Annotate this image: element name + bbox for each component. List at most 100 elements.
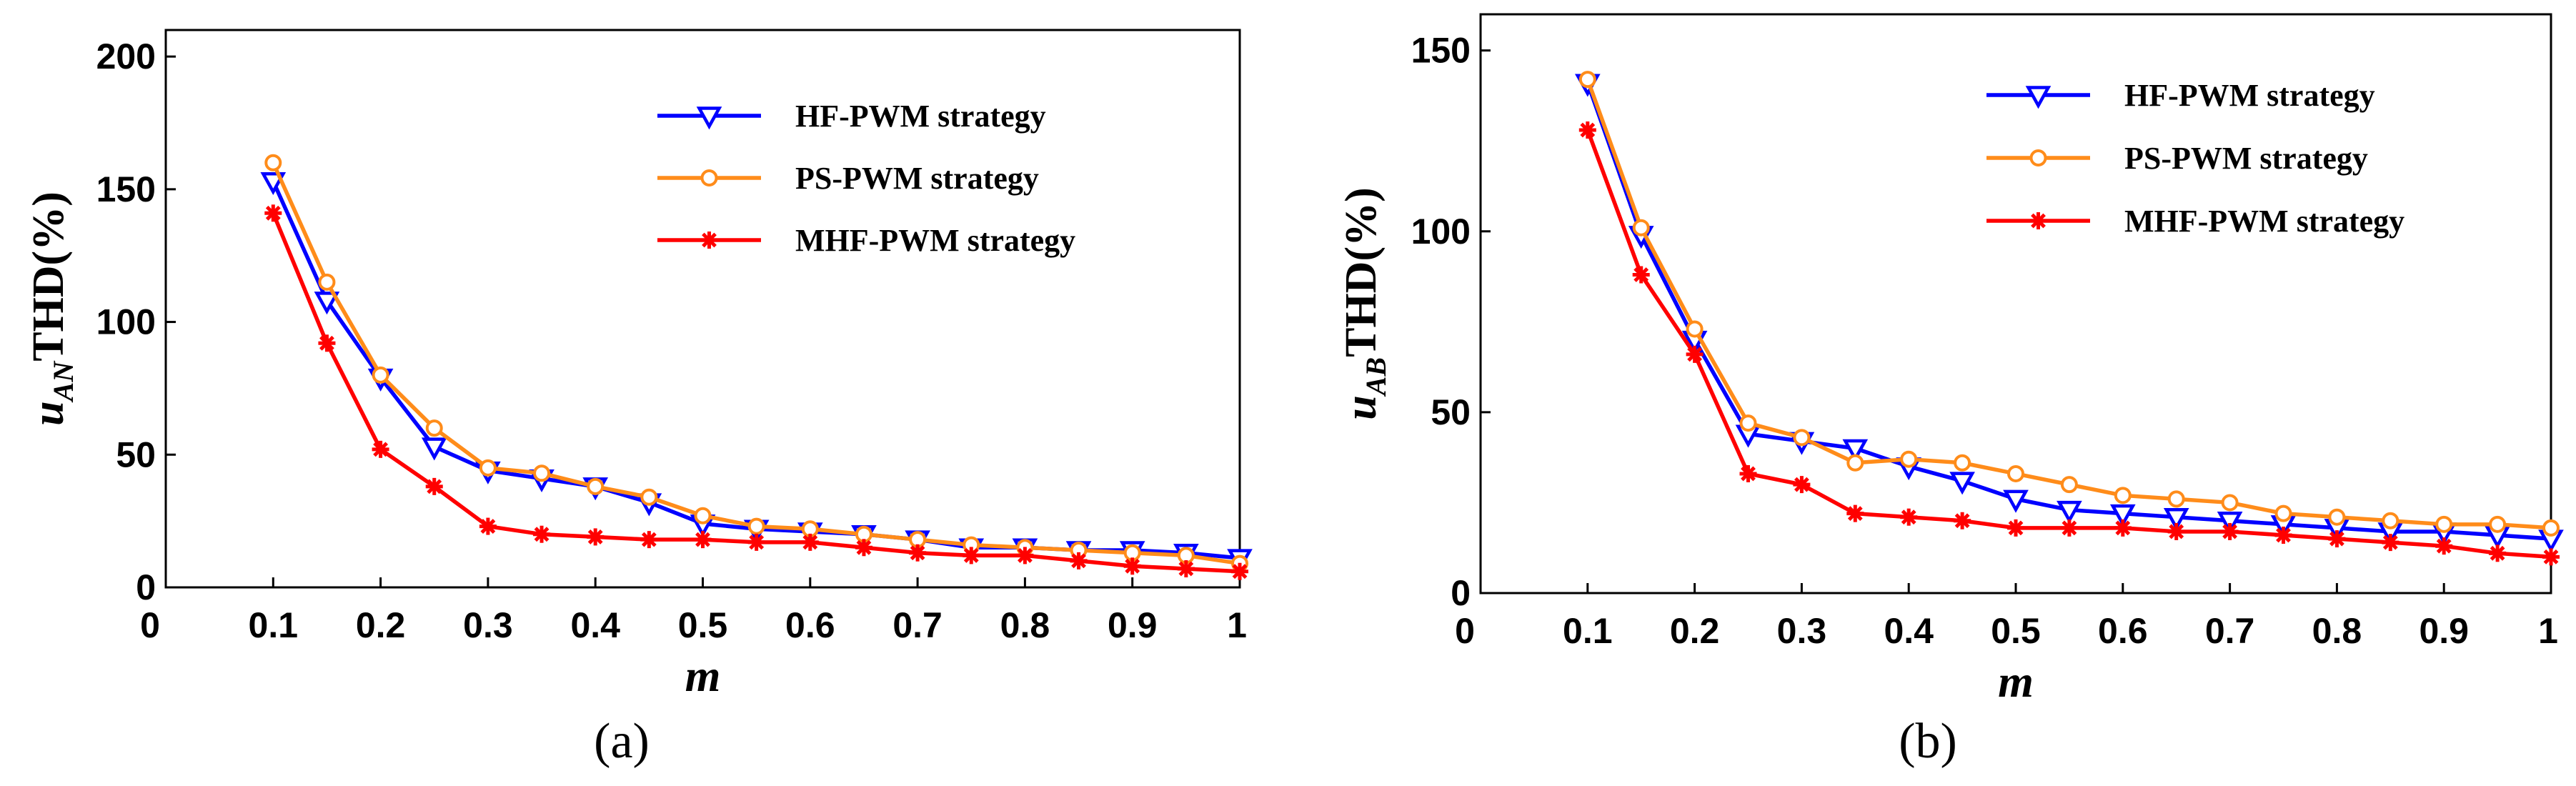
data-point-asterisk [2489,544,2507,562]
data-point-asterisk [425,477,443,495]
x-tick-label: 0.8 [2312,611,2362,651]
panel-caption: (b) [1899,714,1957,769]
legend-label: PS-PWM strategy [2124,141,2368,176]
legend-marker-circle [2029,149,2047,166]
x-tick-label: 0.5 [1991,611,2041,651]
legend-label: PS-PWM strategy [795,161,1039,196]
y-tick-label: 200 [96,36,156,76]
data-point-circle [1578,71,1596,89]
data-point-triangle-down [2217,512,2243,535]
data-point-circle [1793,429,1811,447]
legend-label: MHF-PWM strategy [795,223,1075,258]
data-point-asterisk [963,547,980,564]
data-point-circle [2114,487,2132,504]
y-axis-label-unit: THD(%) [24,191,73,362]
x-tick-label: 1 [2538,611,2558,651]
data-point-asterisk [1016,547,1034,564]
y-tick-label: 150 [1411,31,1471,71]
x-tick-label: 1 [1227,605,1247,645]
x-tick-label: 0.4 [570,605,620,645]
data-point-triangle-down [421,437,447,461]
data-point-asterisk [2060,519,2078,537]
data-point-circle [2489,515,2507,533]
data-point-asterisk [587,528,605,546]
data-point-circle [2221,494,2239,512]
data-point-triangle-down [2003,489,2029,513]
legend-marker-circle [700,169,718,186]
data-point-circle [2542,519,2560,537]
data-point-circle [2328,508,2346,526]
x-tick-label: 0.4 [1884,611,1934,651]
y-axis-label: uABTHD(%) [1337,187,1392,420]
y-axis-label-variable: u [24,401,73,425]
data-point-circle [2167,490,2185,508]
data-point-triangle-down [1949,472,1975,495]
y-tick-label: 0 [1451,573,1471,613]
data-point-asterisk [1578,121,1596,139]
data-point-circle [694,507,712,524]
data-point-circle [2435,515,2453,533]
data-point-circle [1846,454,1864,472]
data-point-circle [2060,476,2078,494]
x-tick-label: 0.9 [2419,611,2469,651]
x-tick-label: 0.7 [892,605,943,645]
x-tick-label: 0.3 [1777,611,1827,651]
legend-label: MHF-PWM strategy [2124,204,2405,239]
data-point-asterisk [2435,537,2453,555]
data-point-asterisk [2274,527,2292,544]
data-point-asterisk [1793,476,1811,494]
y-tick-label: 150 [96,169,156,209]
data-point-triangle-down [2163,507,2189,532]
x-axis-label: m [1998,656,2034,707]
data-point-asterisk [1123,557,1141,575]
data-point-asterisk [694,531,712,549]
data-point-asterisk [855,539,872,557]
x-tick-label: 0.9 [1108,605,1158,645]
data-point-asterisk [640,531,658,549]
data-point-asterisk [1177,560,1195,577]
data-point-circle [372,366,389,384]
panel-caption: (a) [594,714,650,769]
y-tick-label: 50 [116,434,156,474]
y-tick-label: 0 [136,567,156,607]
series-line-triangle-down [1586,82,2552,541]
data-point-asterisk [2221,522,2239,540]
data-point-asterisk [1070,552,1088,569]
y-tick-label: 100 [1411,212,1471,252]
data-point-asterisk [2007,519,2024,537]
x-tick-label: 0.8 [1000,605,1050,645]
data-point-asterisk [264,204,282,222]
x-tick-label: 0.1 [1563,611,1613,651]
legend: HF-PWM strategy PS-PWM strategy MHF-PWM st… [1986,78,2405,239]
data-point-triangle-down [1842,439,1869,462]
data-point-circle [1954,454,1971,472]
data-point-triangle-down [2109,504,2136,527]
x-tick-label: 0.7 [2205,611,2255,651]
y-tick-label: 50 [1431,392,1471,432]
data-point-circle [479,459,497,477]
data-point-asterisk [479,517,497,535]
data-point-circle [1686,320,1704,338]
data-point-asterisk [747,533,765,551]
y-axis-label-unit: THD(%) [1337,187,1386,357]
data-point-circle [747,517,765,535]
x-tick-label: 0.6 [2098,611,2148,651]
legend-marker-triangle-down [696,106,722,130]
y-tick-label: 100 [96,302,156,342]
data-point-asterisk [1846,504,1864,522]
x-tick-label: 0 [140,605,160,645]
series-line-circle [1586,79,2552,530]
legend: HF-PWM strategy PS-PWM strategy MHF-PWM st… [657,99,1075,258]
data-point-circle [533,464,551,482]
legend-label: HF-PWM strategy [795,99,1046,134]
x-tick-label: 0.2 [1670,611,1720,651]
x-tick-label: 0.6 [785,605,835,645]
series-line-triangle-down [271,180,1240,560]
x-tick-label: 0.2 [356,605,406,645]
y-axis-label-variable: u [1337,395,1386,419]
data-point-circle [1632,219,1650,237]
x-tick-label: 0.3 [463,605,513,645]
data-point-asterisk [801,533,819,551]
x-tick-label: 0.5 [678,605,728,645]
chart-panel-b: 0 50 100 150 0 0.1 0.2 0.3 0.4 0.5 0.6 0.7 0.8 0.9 1 HF… [1337,13,2564,769]
